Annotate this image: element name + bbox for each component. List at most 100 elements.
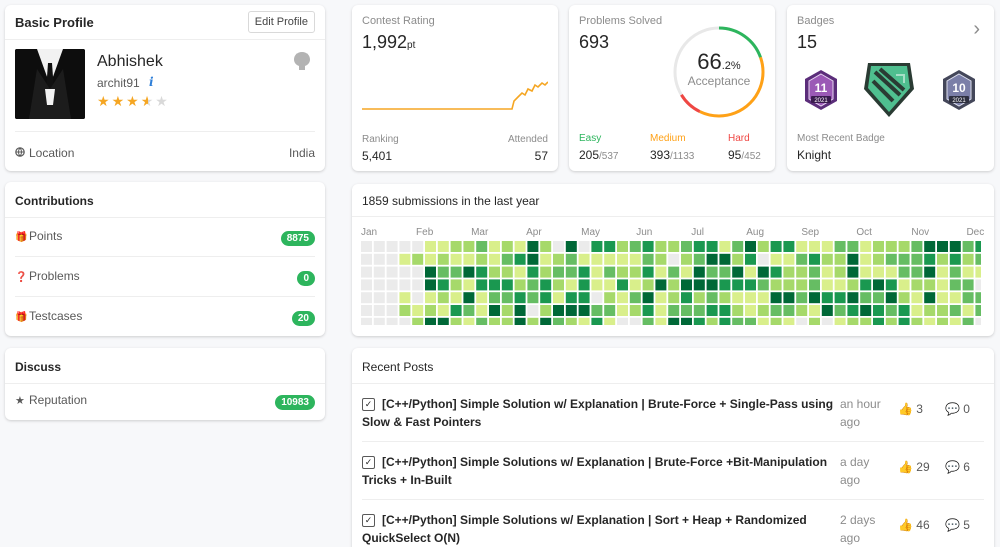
github-icon[interactable] bbox=[293, 51, 311, 76]
heatmap-cell[interactable] bbox=[809, 317, 820, 325]
heatmap-cell[interactable] bbox=[501, 292, 513, 304]
heatmap-cell[interactable] bbox=[617, 241, 628, 252]
heatmap-cell[interactable] bbox=[885, 305, 897, 316]
heatmap-cell[interactable] bbox=[373, 241, 385, 252]
heatmap-cell[interactable] bbox=[629, 305, 641, 316]
heatmap-cell[interactable] bbox=[450, 292, 462, 304]
heatmap-cell[interactable] bbox=[373, 279, 385, 291]
heatmap-cell[interactable] bbox=[693, 292, 705, 304]
heatmap-cell[interactable] bbox=[617, 317, 628, 325]
heatmap-cell[interactable] bbox=[681, 292, 692, 304]
heatmap-cell[interactable] bbox=[399, 292, 411, 304]
avatar[interactable] bbox=[15, 49, 85, 119]
heatmap-cell[interactable] bbox=[476, 292, 488, 304]
heatmap-cell[interactable] bbox=[476, 266, 488, 278]
heatmap-cell[interactable] bbox=[681, 317, 692, 325]
heatmap-cell[interactable] bbox=[527, 241, 539, 252]
heatmap-cell[interactable] bbox=[399, 241, 411, 252]
heatmap-cell[interactable] bbox=[821, 292, 833, 304]
heatmap-cell[interactable] bbox=[412, 253, 424, 265]
heatmap-cell[interactable] bbox=[770, 305, 782, 316]
heatmap-cell[interactable] bbox=[847, 253, 859, 265]
heatmap-cell[interactable] bbox=[629, 266, 641, 278]
heatmap-cell[interactable] bbox=[501, 279, 513, 291]
post-item[interactable]: ✓ [C++/Python] Simple Solution w/ Explan… bbox=[362, 395, 982, 447]
heatmap-cell[interactable] bbox=[809, 241, 820, 252]
heatmap-cell[interactable] bbox=[911, 241, 923, 252]
heatmap-cell[interactable] bbox=[706, 266, 718, 278]
heatmap-cell[interactable] bbox=[489, 305, 500, 316]
heatmap-cell[interactable] bbox=[924, 279, 936, 291]
heatmap-cell[interactable] bbox=[437, 266, 449, 278]
heatmap-cell[interactable] bbox=[642, 317, 654, 325]
heatmap-cell[interactable] bbox=[591, 253, 603, 265]
heatmap-cell[interactable] bbox=[924, 266, 936, 278]
heatmap-cell[interactable] bbox=[873, 305, 884, 316]
heatmap-cell[interactable] bbox=[463, 241, 475, 252]
heatmap-cell[interactable] bbox=[514, 266, 526, 278]
heatmap-cell[interactable] bbox=[821, 266, 833, 278]
heatmap-cell[interactable] bbox=[962, 305, 974, 316]
heatmap-cell[interactable] bbox=[373, 253, 385, 265]
heatmap-cell[interactable] bbox=[770, 317, 782, 325]
heatmap-cell[interactable] bbox=[706, 317, 718, 325]
heatmap-cell[interactable] bbox=[860, 305, 872, 316]
heatmap-cell[interactable] bbox=[809, 279, 820, 291]
heatmap-cell[interactable] bbox=[437, 317, 449, 325]
heatmap-cell[interactable] bbox=[949, 279, 961, 291]
heatmap-cell[interactable] bbox=[834, 317, 846, 325]
heatmap-cell[interactable] bbox=[655, 305, 667, 316]
heatmap-cell[interactable] bbox=[578, 241, 590, 252]
heatmap-cell[interactable] bbox=[425, 241, 436, 252]
heatmap-cell[interactable] bbox=[476, 305, 488, 316]
heatmap-cell[interactable] bbox=[924, 241, 936, 252]
heatmap-cell[interactable] bbox=[476, 253, 488, 265]
heatmap-cell[interactable] bbox=[604, 279, 616, 291]
post-item[interactable]: ✓ [C++/Python] Simple Solutions w/ Expla… bbox=[362, 453, 982, 505]
heatmap-cell[interactable] bbox=[873, 292, 884, 304]
heatmap-cell[interactable] bbox=[834, 253, 846, 265]
heatmap-cell[interactable] bbox=[489, 266, 500, 278]
heatmap-cell[interactable] bbox=[796, 241, 808, 252]
heatmap-cell[interactable] bbox=[373, 317, 385, 325]
chevron-right-icon[interactable]: › bbox=[973, 18, 980, 40]
heatmap-cell[interactable] bbox=[732, 266, 744, 278]
heatmap-cell[interactable] bbox=[476, 279, 488, 291]
heatmap-cell[interactable] bbox=[975, 241, 981, 252]
heatmap-cell[interactable] bbox=[604, 317, 616, 325]
heatmap-cell[interactable] bbox=[706, 292, 718, 304]
heatmap-cell[interactable] bbox=[399, 266, 411, 278]
heatmap-cell[interactable] bbox=[757, 266, 769, 278]
heatmap-cell[interactable] bbox=[463, 279, 475, 291]
heatmap-cell[interactable] bbox=[489, 253, 500, 265]
heatmap-cell[interactable] bbox=[860, 292, 872, 304]
heatmap-cell[interactable] bbox=[668, 292, 680, 304]
heatmap-cell[interactable] bbox=[898, 317, 910, 325]
heatmap-cell[interactable] bbox=[796, 317, 808, 325]
heatmap-cell[interactable] bbox=[732, 279, 744, 291]
heatmap-cell[interactable] bbox=[463, 305, 475, 316]
heatmap-cell[interactable] bbox=[553, 266, 564, 278]
heatmap-cell[interactable] bbox=[873, 266, 884, 278]
heatmap-cell[interactable] bbox=[975, 279, 981, 291]
heatmap-cell[interactable] bbox=[450, 279, 462, 291]
heatmap-cell[interactable] bbox=[693, 253, 705, 265]
heatmap-cell[interactable] bbox=[975, 317, 981, 325]
heatmap-cell[interactable] bbox=[745, 241, 756, 252]
heatmap-cell[interactable] bbox=[591, 292, 603, 304]
heatmap-cell[interactable] bbox=[949, 317, 961, 325]
heatmap-cell[interactable] bbox=[873, 241, 884, 252]
heatmap-cell[interactable] bbox=[604, 266, 616, 278]
heatmap-cell[interactable] bbox=[937, 305, 948, 316]
heatmap-cell[interactable] bbox=[757, 253, 769, 265]
heatmap-cell[interactable] bbox=[770, 292, 782, 304]
heatmap-cell[interactable] bbox=[937, 241, 948, 252]
heatmap-cell[interactable] bbox=[847, 266, 859, 278]
heatmap-cell[interactable] bbox=[770, 266, 782, 278]
heatmap-cell[interactable] bbox=[527, 292, 539, 304]
heatmap-cell[interactable] bbox=[425, 279, 436, 291]
heatmap-cell[interactable] bbox=[847, 241, 859, 252]
heatmap-cell[interactable] bbox=[783, 253, 795, 265]
heatmap-cell[interactable] bbox=[809, 305, 820, 316]
heatmap-cell[interactable] bbox=[783, 266, 795, 278]
